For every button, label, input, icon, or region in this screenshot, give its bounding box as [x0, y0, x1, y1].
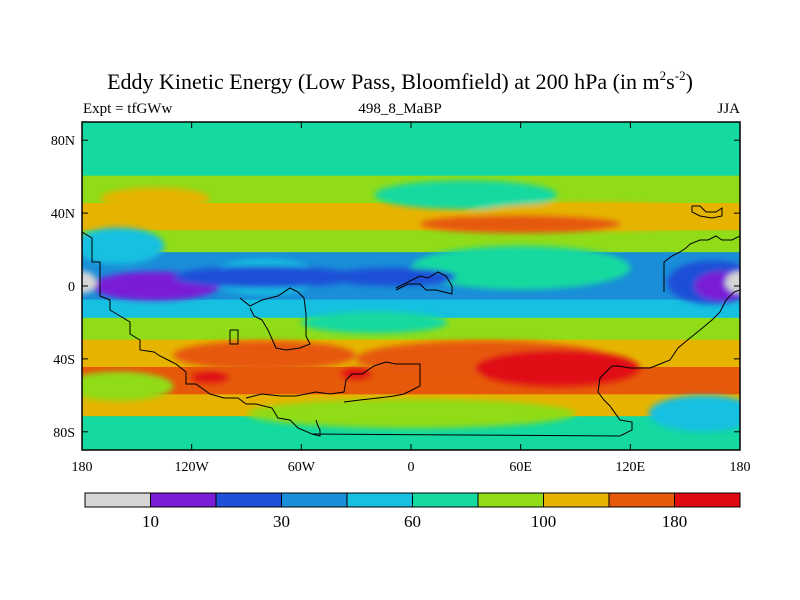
contour-patch-11 [694, 271, 740, 301]
colorbar-box-1 [150, 492, 217, 508]
x-tick-label-0: 180 [72, 460, 93, 475]
colorbar-box-0 [84, 492, 151, 508]
contour-patch-0 [374, 180, 558, 210]
coastline-india [395, 271, 453, 295]
x-tick-label-2: 60W [288, 460, 316, 475]
contour-field [82, 122, 740, 450]
contour-patch-20 [341, 368, 371, 379]
contour-patch-21 [246, 398, 576, 429]
colorbar-box-7 [543, 492, 610, 508]
coastline-japan [691, 205, 723, 219]
contour-patch-4 [82, 227, 165, 265]
coastline-pacific [663, 235, 740, 292]
x-tick-label-4: 60E [509, 460, 532, 475]
coastline-africa [245, 361, 421, 403]
contour-band-7 [82, 299, 740, 320]
colorbar-label-2: 60 [404, 512, 421, 531]
contour-patch-15 [173, 340, 357, 370]
x-tick-label-5: 120E [616, 460, 646, 475]
contour-patch-17 [474, 349, 640, 387]
coastlines [82, 205, 740, 437]
contour-patch-14 [301, 311, 448, 334]
chart-title: Eddy Kinetic Energy (Low Pass, Bloomfiel… [107, 68, 693, 94]
colorbar-box-2 [215, 492, 282, 508]
experiment-label: Expt = tfGWw [83, 101, 173, 117]
y-tick-label-1: 40N [51, 207, 75, 222]
contour-band-4 [82, 230, 740, 255]
contour-patch-18 [82, 371, 174, 401]
y-tick-label-4: 80S [53, 426, 75, 441]
contour-patch-9 [328, 267, 457, 286]
contour-patch-1 [100, 187, 210, 210]
contour-band-1 [82, 148, 740, 178]
contour-patch-8 [173, 265, 357, 288]
y-tick-label-3: 40S [53, 353, 75, 368]
coastline-americas [82, 231, 321, 437]
patch-group [82, 180, 740, 432]
contour-patch-5 [411, 245, 631, 290]
colorbar-label-3: 100 [531, 512, 557, 531]
y-tick-label-2: 0 [68, 280, 75, 295]
contour-patch-3 [420, 214, 622, 234]
colorbar: 10 30 60 100 180 [84, 492, 741, 531]
x-tick-label-3: 0 [408, 460, 415, 475]
contour-patch-19 [191, 371, 229, 383]
colorbar-box-8 [608, 492, 675, 508]
contour-patch-12 [82, 271, 97, 294]
colorbar-box-9 [674, 492, 741, 508]
colorbar-label-1: 30 [273, 512, 290, 531]
y-tick-label-0: 80N [51, 134, 75, 149]
colorbar-label-4: 180 [662, 512, 688, 531]
colorbar-box-4 [346, 492, 413, 508]
colorbar-label-0: 10 [142, 512, 159, 531]
coastline-island [229, 329, 239, 345]
coastline-eurasia [239, 287, 311, 351]
run-label: 498_8_MaBP [358, 101, 442, 117]
season-label: JJA [717, 101, 740, 117]
contour-patch-22 [648, 395, 740, 432]
colorbar-box-5 [412, 492, 479, 508]
contour-patch-13 [725, 271, 740, 294]
colorbar-box-6 [477, 492, 544, 508]
coastline-australia [311, 289, 740, 437]
x-tick-label-6: 180 [730, 460, 751, 475]
axis-ticks: 180 120W 60W 0 60E 120E 180 80N 40N 0 40S 80S [51, 122, 751, 475]
colorbar-box-3 [281, 492, 348, 508]
x-tick-label-1: 120W [175, 460, 210, 475]
